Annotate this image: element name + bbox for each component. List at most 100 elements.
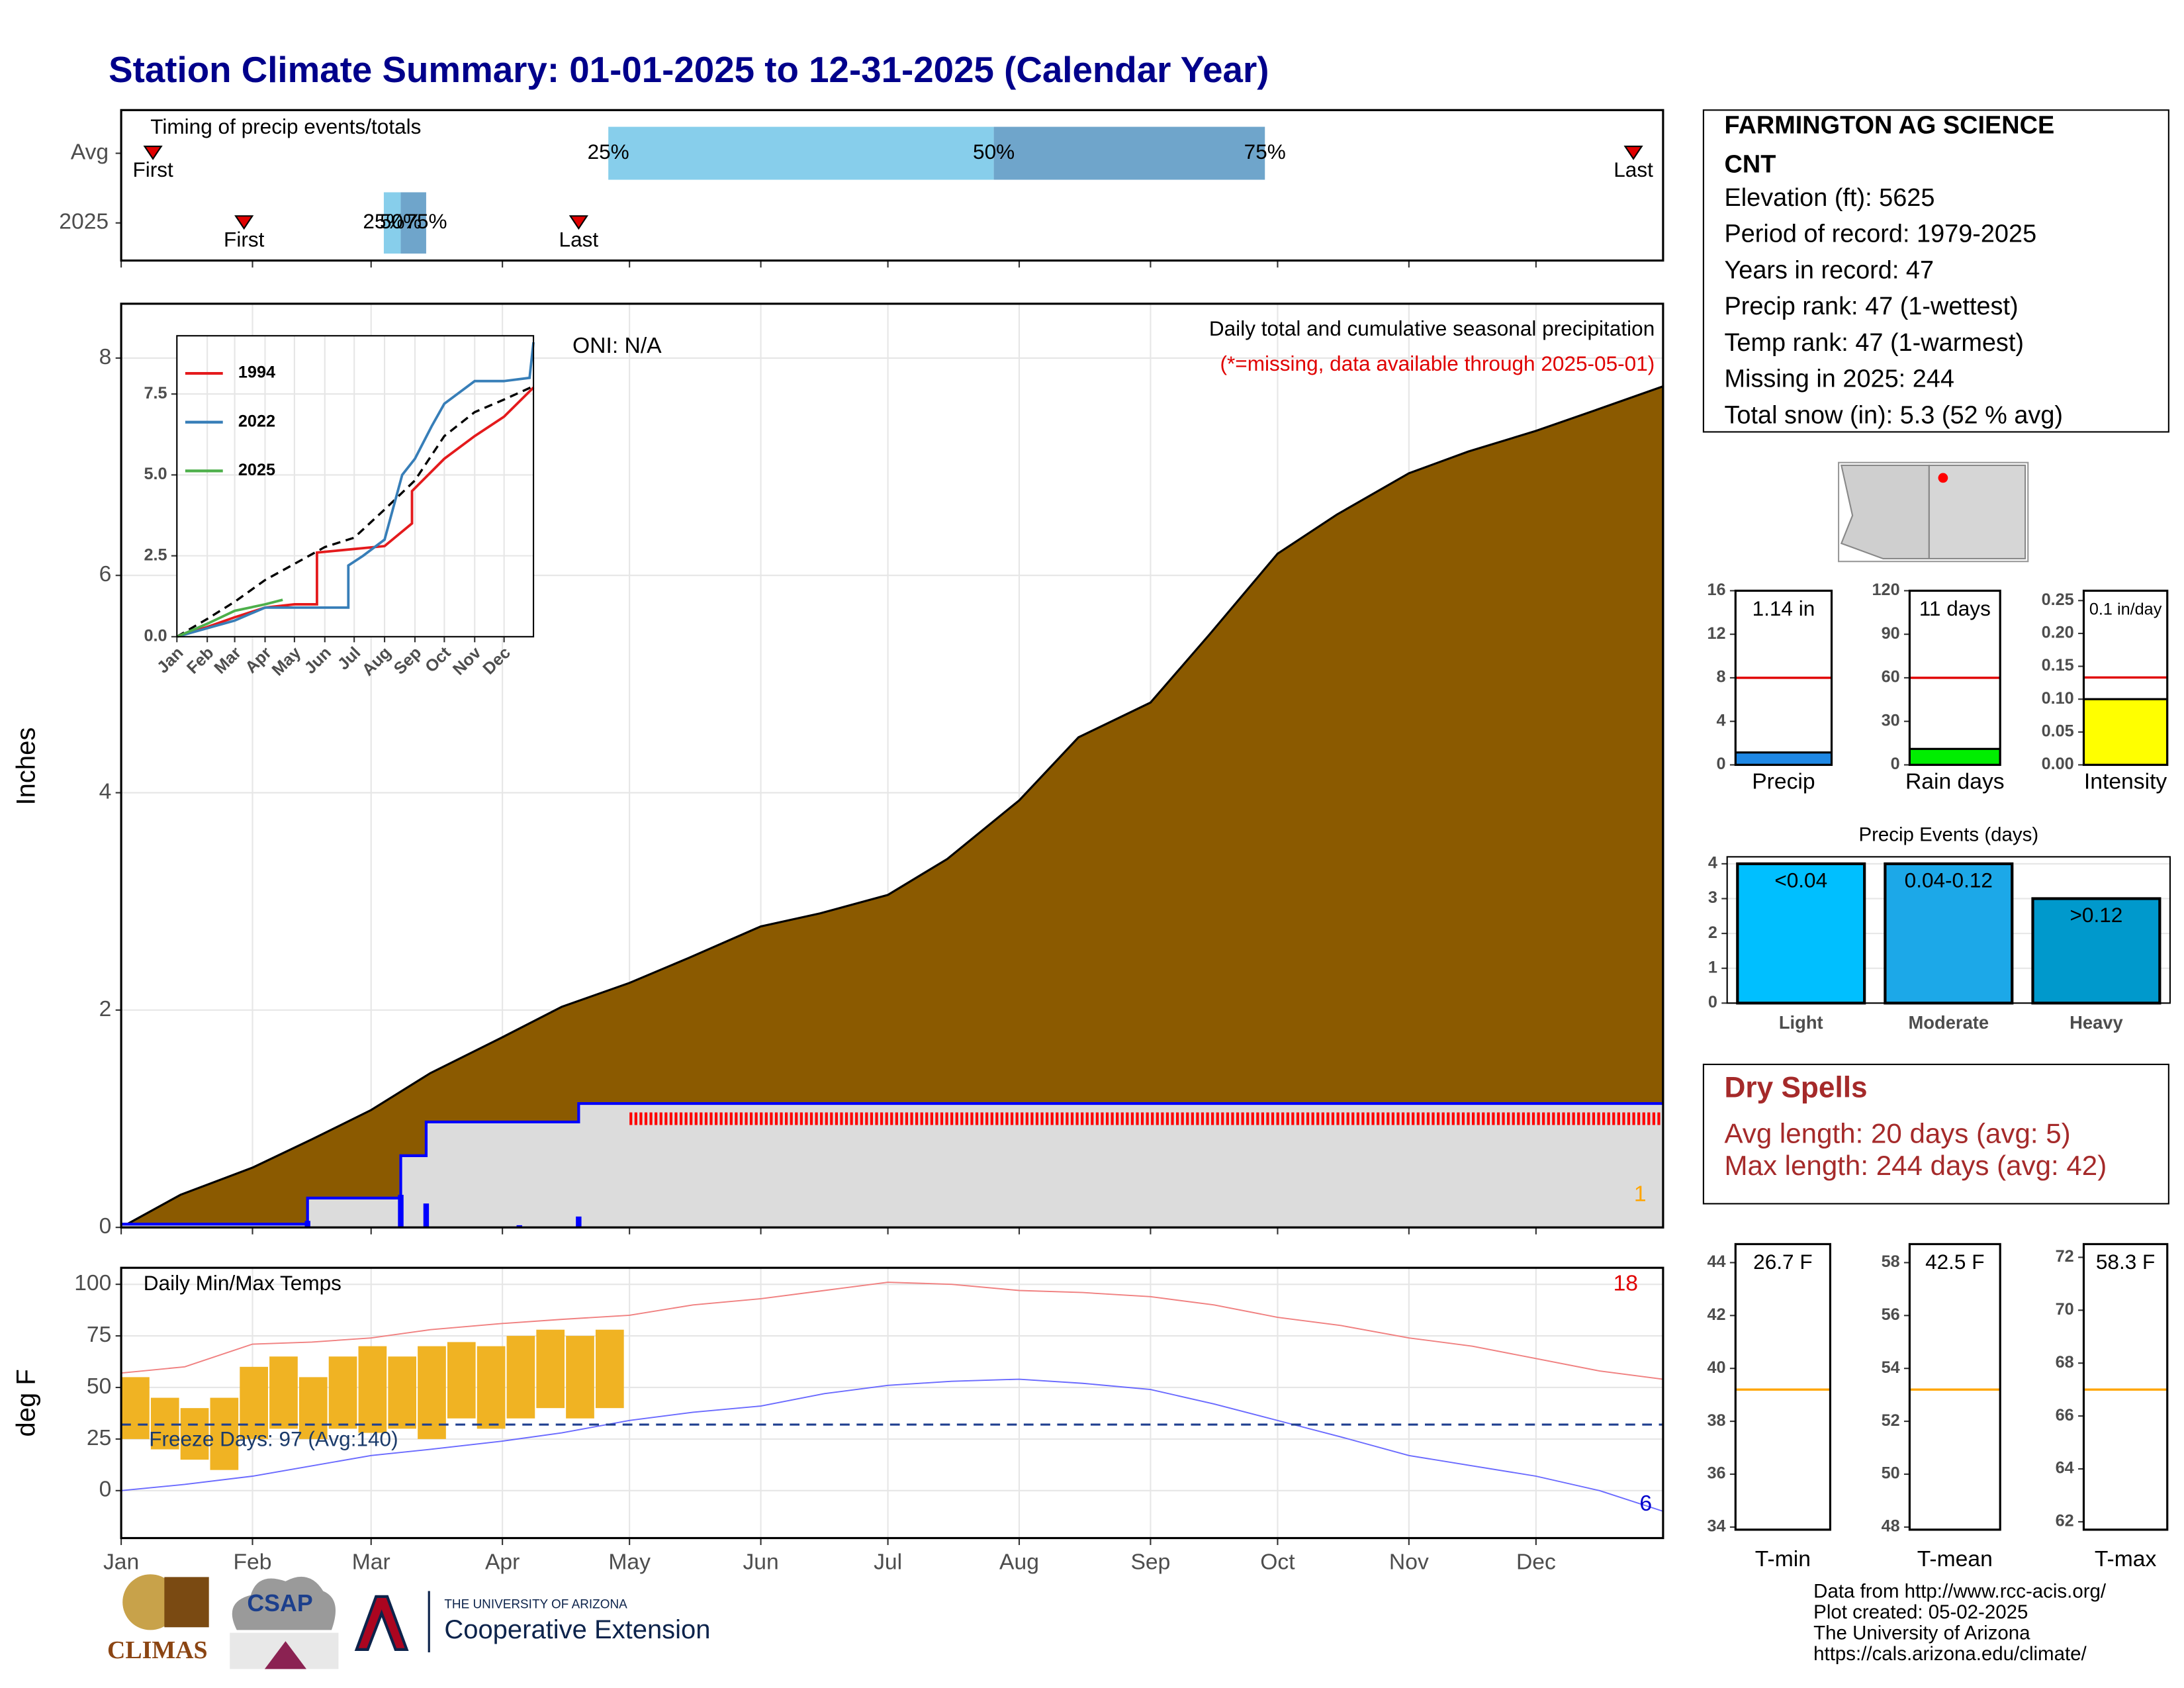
y-tick-label: 38 <box>1707 1411 1725 1430</box>
percentile-bar <box>400 192 426 254</box>
daily-bar <box>516 1225 522 1228</box>
y-tick-label: 75 <box>87 1323 111 1347</box>
plot-border <box>1734 589 1833 767</box>
station-line: Temp rank: 47 (1-warmest) <box>1724 329 2024 357</box>
y-tick-label: 0.10 <box>2042 689 2074 708</box>
station-name: FARMINGTON AG SCIENCE <box>1724 112 2054 140</box>
temp-bar <box>566 1336 594 1419</box>
event-label: Last <box>559 227 599 251</box>
value-label: 1.14 in <box>1752 596 1815 620</box>
event-marker <box>143 145 163 160</box>
plot-border <box>1726 856 2171 1004</box>
average-area <box>120 385 1664 1229</box>
ua-logo <box>354 1595 409 1651</box>
y-tick-label: 0.05 <box>2042 722 2074 740</box>
value-label: 58.3 F <box>2096 1250 2155 1274</box>
temp-bar <box>388 1356 417 1429</box>
series-line <box>176 387 535 638</box>
x-tick-label: Nov <box>1389 1550 1429 1574</box>
event-label: First <box>132 158 173 181</box>
station-name: CNT <box>1724 150 1776 178</box>
station-line: Years in record: 47 <box>1724 256 1934 284</box>
station-line: Total snow (in): 5.3 (52 % avg) <box>1724 401 2063 429</box>
cumulative-fill <box>121 1103 1663 1228</box>
event-marker <box>569 215 588 230</box>
dry-spells-box <box>1702 1063 2169 1205</box>
y-tick-label: 42 <box>1707 1305 1725 1324</box>
x-tick-label: T-mean <box>1917 1547 1993 1571</box>
y-tick-label: 70 <box>2056 1300 2074 1319</box>
plot-border <box>2082 589 2169 767</box>
map-state <box>1928 464 2026 560</box>
freeze-label: Freeze Days: 97 (Avg:140) <box>149 1427 398 1451</box>
plot-border <box>176 335 535 637</box>
y-tick-label: 0 <box>99 1477 112 1502</box>
logos: CLIMAS CSAP THE UNIVERSITY OF ARIZONA Co… <box>107 1574 711 1669</box>
event-marker <box>234 215 254 230</box>
daily-bar <box>576 1216 582 1228</box>
plot-border <box>1908 1243 2001 1531</box>
x-tick-label: Oct <box>1260 1550 1295 1574</box>
y-tick-label: 4 <box>99 779 112 804</box>
y-tick-label: 4 <box>1717 711 1726 729</box>
event-label: Last <box>1614 158 1653 181</box>
csap-mountain <box>264 1641 307 1669</box>
y-axis-label: deg F <box>12 1369 41 1436</box>
event-label: First <box>224 227 265 251</box>
bar <box>1736 862 1866 1005</box>
corner-label: 1 <box>1634 1182 1647 1207</box>
y-tick-label: 48 <box>1882 1517 1900 1536</box>
y-tick-label: 50 <box>87 1374 111 1399</box>
average-line <box>176 385 534 638</box>
y-tick-label: 52 <box>1882 1411 1900 1430</box>
temp-bar <box>240 1366 269 1439</box>
percentile-label: 50% <box>380 209 422 233</box>
dry-spells-line: Avg length: 20 days (avg: 5) <box>1724 1117 2070 1149</box>
plot-border <box>120 109 1664 262</box>
plot-background <box>1735 1244 1831 1530</box>
x-tick-label: Heavy <box>2070 1012 2123 1033</box>
climas-logo: CLIMAS <box>107 1636 208 1664</box>
climas-emblem <box>164 1577 209 1628</box>
y-tick-label: 0.15 <box>2042 656 2074 675</box>
row-label: Avg <box>71 140 109 164</box>
plot-background <box>2083 1244 2167 1530</box>
footer-line: Data from http://www.rcc-acis.org/ <box>1813 1580 2107 1602</box>
y-tick-label: 50 <box>1882 1464 1900 1483</box>
y-tick-label: 60 <box>1882 668 1900 686</box>
bar-label: 0.04-0.12 <box>1905 868 1993 892</box>
x-tick-label: Apr <box>485 1550 520 1574</box>
percentile-label: 75% <box>1244 140 1286 164</box>
temp-bar <box>298 1377 328 1439</box>
value-label: 0.1 in/day <box>2089 600 2162 619</box>
y-tick-label: 68 <box>2056 1353 2074 1372</box>
y-tick-label: 34 <box>1707 1517 1725 1536</box>
record-line <box>121 1378 1664 1512</box>
bar <box>2083 698 2167 765</box>
temp-bar <box>121 1377 150 1439</box>
plot-border <box>1734 1243 1832 1531</box>
y-tick-label: 2 <box>99 997 112 1021</box>
y-tick-label: 90 <box>1882 624 1900 643</box>
temp-bar <box>506 1336 535 1419</box>
panel-title: Timing of precip events/totals <box>150 115 421 138</box>
value-label: 26.7 F <box>1753 1250 1812 1274</box>
y-tick-label: 1 <box>1708 958 1717 976</box>
temp-bar <box>477 1346 506 1429</box>
y-tick-label: 100 <box>74 1271 111 1295</box>
plot-background <box>1909 1244 2001 1530</box>
page-title: Station Climate Summary: 01-01-2025 to 1… <box>109 49 1269 90</box>
y-tick-label: 12 <box>1707 624 1725 643</box>
temp-bar <box>210 1397 239 1470</box>
temp-bar <box>536 1329 565 1409</box>
panel-title: Precip Events (days) <box>1858 824 2038 846</box>
panel-title: Daily Min/Max Temps <box>144 1271 341 1295</box>
bar <box>1909 747 2001 765</box>
y-tick-label: 8 <box>99 345 112 369</box>
y-tick-label: 120 <box>1872 581 1900 599</box>
y-tick-label: 64 <box>2056 1459 2074 1477</box>
y-tick-label: 72 <box>2056 1247 2074 1266</box>
dry-spells-title: Dry Spells <box>1724 1072 1867 1104</box>
y-tick-label: 0.25 <box>2042 590 2074 609</box>
